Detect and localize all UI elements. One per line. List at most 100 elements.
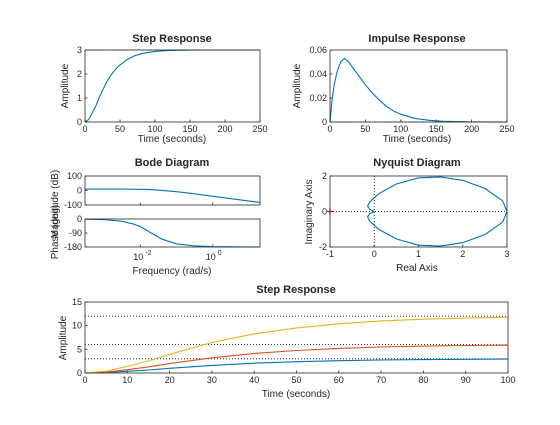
nyquist-ytick-label: 2 [322,171,327,181]
step3-xtick-label: 10 [122,375,132,385]
nyquist-xtick-label: 3 [504,249,509,259]
bode-mag-ytick-label: 100 [67,171,82,181]
step-response-line [84,49,260,123]
bode-plot-mag-ylabel: Magnitude (dB) [50,170,61,238]
step3-xtick-label: 20 [165,375,175,385]
nyquist-plot-title: Nyquist Diagram [373,157,461,169]
step-xtick-label: 150 [182,124,197,134]
bode-plot-title: Bode Diagram [135,157,210,169]
bode-diagram-plot[interactable]: Bode Diagram Frequency (rad/s) Magnitude… [50,157,261,277]
impulse-xtick-label: 200 [464,124,479,134]
impulse-xtick-label: 100 [393,124,408,134]
step3-ytick-label: 5 [77,344,82,354]
nyquist-plot-axes-box [329,175,508,248]
step-xtick-label: 100 [147,124,162,134]
bode-phase-ytick-label: 0 [77,214,82,224]
impulse-xtick-label: 0 [327,124,332,134]
bode-mag-axes-box [84,175,261,206]
step3-ytick-label: 0 [77,368,82,378]
step3-xtick-label: 30 [207,375,217,385]
bode-xtick-label: 10 [133,252,143,262]
nyquist-plot-marks [327,176,508,247]
bode-magnitude-line [85,188,261,203]
step-plot-ylabel: Amplitude [60,63,71,108]
step3-xtick-label: 0 [82,375,87,385]
step-plot-marks [84,49,260,123]
step3-plot-ticks: 0 10 20 30 40 50 60 70 80 90 100 0 5 10 15 [72,297,516,385]
step-xtick-label: 0 [82,124,87,134]
nyquist-plot-xlabel: Real Axis [396,263,438,274]
step-plot-axes-box [84,49,261,123]
bode-plot-xlabel: Frequency (rad/s) [133,266,212,277]
impulse-response-plot[interactable]: Impulse Response Time (seconds) Amplitud… [292,33,515,145]
step3-plot-ylabel: Amplitude [58,315,69,360]
bode-phase-line [84,218,260,248]
nyquist-upper-branch [366,176,508,212]
impulse-xtick-label: 50 [360,124,370,134]
step-xtick-label: 200 [217,124,232,134]
step3-xtick-label: 90 [461,375,471,385]
impulse-ytick-label: 0.02 [309,93,327,103]
bode-phase-ytick-label: -90 [69,228,82,238]
impulse-ytick-label: 0 [322,117,327,127]
impulse-plot-xlabel: Time (seconds) [383,134,452,145]
impulse-plot-axes-box [329,49,508,123]
impulse-plot-title: Impulse Response [368,33,465,45]
step-response-multi-plot[interactable]: Step Response Time (seconds) Amplitude 0… [58,284,516,400]
nyquist-lower-branch [366,211,508,247]
step3-xtick-label: 100 [500,375,515,385]
bode-mag-ytick-label: 0 [77,186,82,196]
step-ytick-label: 0 [77,117,82,127]
nyquist-xtick-label: 2 [460,249,465,259]
step-plot-xlabel: Time (seconds) [138,134,207,145]
nyquist-xtick-label: 0 [372,249,377,259]
bode-plot-marks [84,188,261,248]
impulse-response-line [329,57,508,123]
step3-blue-line [84,358,509,374]
nyquist-ytick-label: -2 [319,242,327,252]
impulse-xtick-label: 150 [429,124,444,134]
step3-plot-title: Step Response [256,284,335,296]
nyquist-xtick-label: -1 [326,249,334,259]
step3-plot-axes-box [84,301,509,374]
nyquist-plot-ticks: -1 0 1 2 3 -2 0 2 [319,171,510,259]
impulse-plot-marks [329,57,508,123]
bode-xtick-exponent: 0 [218,250,222,257]
step-xtick-label: 250 [252,124,267,134]
bode-plot-phase-ylabel: Phase (deg) [50,205,61,259]
impulse-xtick-label: 250 [499,124,514,134]
step-ytick-label: 2 [77,69,82,79]
nyquist-diagram-plot[interactable]: Nyquist Diagram Real Axis Imaginary Axis… [304,157,510,274]
bode-phase-axes-box [84,218,261,248]
bode-xtick-exponent: -2 [145,250,151,257]
impulse-plot-ticks: 0 50 100 150 200 250 0 0.02 0.04 0.06 [309,45,514,134]
step3-plot-xlabel: Time (seconds) [262,389,331,400]
nyquist-xtick-label: 1 [416,249,421,259]
step-ytick-label: 3 [77,45,82,55]
step3-plot-marks [84,315,509,374]
step-xtick-label: 50 [115,124,125,134]
nyquist-ytick-label: 0 [322,207,327,217]
bode-xtick-label: 10 [206,252,216,262]
step-plot-title: Step Response [132,33,211,45]
step3-xtick-label: 70 [376,375,386,385]
step3-xtick-label: 80 [418,375,428,385]
step3-xtick-label: 60 [334,375,344,385]
bode-mag-ytick-label: -100 [64,200,82,210]
impulse-ytick-label: 0.04 [309,69,327,79]
step3-ytick-label: 15 [72,297,82,307]
nyquist-plot-ylabel: Imaginary Axis [304,179,315,244]
impulse-plot-ylabel: Amplitude [292,63,303,108]
step-response-plot[interactable]: Step Response Time (seconds) Amplitude 0… [60,33,268,145]
step3-xtick-label: 40 [249,375,259,385]
impulse-ytick-label: 0.06 [309,45,327,55]
step3-xtick-label: 50 [291,375,301,385]
bode-phase-ytick-label: -180 [64,242,82,252]
step3-yellow-line [84,316,509,374]
step3-ytick-label: 10 [72,321,82,331]
step-plot-ticks: 0 50 100 150 200 250 0 1 2 3 [77,45,268,134]
step-ytick-label: 1 [77,93,82,103]
